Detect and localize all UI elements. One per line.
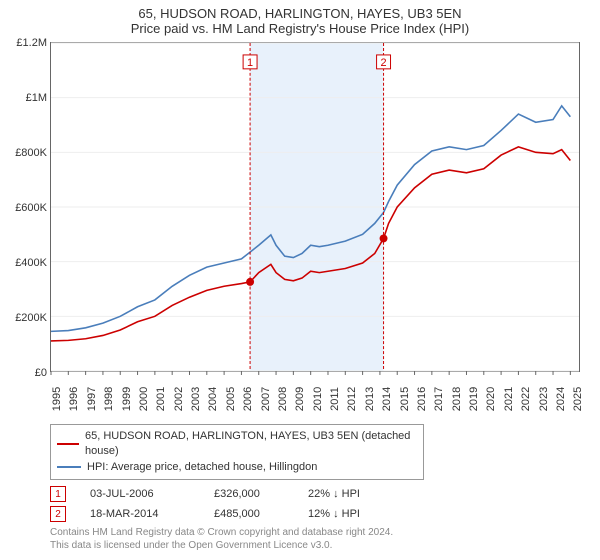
sale-date: 03-JUL-2006 [90,488,190,500]
svg-text:1: 1 [247,57,253,69]
xtick-label: 2022 [520,387,532,411]
xtick-label: 1998 [103,387,115,411]
ytick-label: £0 [35,367,47,379]
title-main: 65, HUDSON ROAD, HARLINGTON, HAYES, UB3 … [0,6,600,21]
sale-marker-1: 1 [50,486,66,502]
xtick-label: 2020 [485,387,497,411]
sale-marker-2: 2 [50,506,66,522]
xtick-label: 2003 [190,387,202,411]
chart-svg: 12 [51,43,579,371]
price-chart: 12 £0£200K£400K£600K£800K£1M£1.2M1995199… [50,42,580,372]
legend-label-hpi: HPI: Average price, detached house, Hill… [87,460,317,475]
ytick-label: £1.2M [16,37,47,49]
xtick-label: 2009 [294,387,306,411]
sale-date: 18-MAR-2014 [90,508,190,520]
legend-row-hpi: HPI: Average price, detached house, Hill… [57,460,417,475]
xtick-label: 1996 [68,387,80,411]
footer-line1: Contains HM Land Registry data © Crown c… [50,526,590,539]
legend-row-property: 65, HUDSON ROAD, HARLINGTON, HAYES, UB3 … [57,429,417,460]
sale-delta: 12% ↓ HPI [308,508,360,520]
xtick-label: 1999 [121,387,133,411]
xtick-label: 2021 [503,387,515,411]
xtick-label: 2010 [312,387,324,411]
xtick-label: 1997 [86,387,98,411]
xtick-label: 2001 [155,387,167,411]
title-sub: Price paid vs. HM Land Registry's House … [0,21,600,36]
sale-row: 1 03-JUL-2006 £326,000 22% ↓ HPI [50,486,590,502]
xtick-label: 2018 [451,387,463,411]
xtick-label: 2014 [381,387,393,411]
sale-price: £485,000 [214,508,284,520]
xtick-label: 2000 [138,387,150,411]
legend-label-property: 65, HUDSON ROAD, HARLINGTON, HAYES, UB3 … [85,429,417,460]
svg-text:2: 2 [381,57,387,69]
sale-delta: 22% ↓ HPI [308,488,360,500]
xtick-label: 2002 [173,387,185,411]
ytick-label: £800K [15,147,47,159]
footer: Contains HM Land Registry data © Crown c… [50,526,590,552]
ytick-label: £600K [15,202,47,214]
sale-table: 1 03-JUL-2006 £326,000 22% ↓ HPI 2 18-MA… [50,486,590,522]
xtick-label: 2013 [364,387,376,411]
ytick-label: £200K [15,312,47,324]
xtick-label: 2005 [225,387,237,411]
xtick-label: 2015 [399,387,411,411]
xtick-label: 2017 [433,387,445,411]
xtick-label: 2019 [468,387,480,411]
xtick-label: 2023 [538,387,550,411]
xtick-label: 2006 [242,387,254,411]
ytick-label: £400K [15,257,47,269]
sale-price: £326,000 [214,488,284,500]
xtick-label: 2016 [416,387,428,411]
legend-swatch-property [57,443,79,445]
xtick-label: 2024 [555,387,567,411]
footer-line2: This data is licensed under the Open Gov… [50,539,590,552]
xtick-label: 2008 [277,387,289,411]
legend-swatch-hpi [57,466,81,468]
sale-row: 2 18-MAR-2014 £485,000 12% ↓ HPI [50,506,590,522]
xtick-label: 2012 [346,387,358,411]
xtick-label: 2025 [572,387,584,411]
ytick-label: £1M [26,92,47,104]
xtick-label: 2007 [260,387,272,411]
xtick-label: 2011 [329,387,341,411]
xtick-label: 2004 [207,387,219,411]
xtick-label: 1995 [51,387,63,411]
legend: 65, HUDSON ROAD, HARLINGTON, HAYES, UB3 … [50,424,424,480]
